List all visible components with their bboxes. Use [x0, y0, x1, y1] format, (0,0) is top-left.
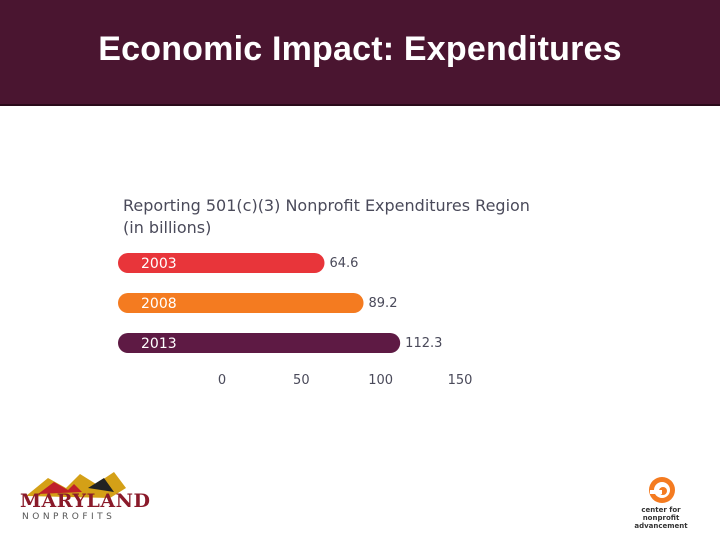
maryland-flag-icon: [26, 472, 126, 498]
bar-2008: [118, 293, 364, 313]
chart-title: Reporting 501(c)(3) Nonprofit Expenditur…: [123, 195, 530, 239]
bar-2013: [118, 333, 401, 353]
chart-title-line-2: (in billions): [123, 218, 212, 237]
x-tick-label-50: 50: [293, 373, 310, 388]
slide-header: Economic Impact: Expenditures: [0, 0, 720, 106]
center-for-nonprofit-advancement-logo: center for nonprofit advancement: [620, 474, 700, 530]
maryland-logo-word: MARYLAND: [20, 490, 151, 512]
x-tick-label-0: 0: [218, 373, 226, 388]
value-label-2008: 89.2: [369, 296, 398, 311]
spiral-icon: [649, 477, 675, 503]
category-label-2003: 2003: [141, 256, 177, 272]
bar-2003: [118, 253, 325, 273]
x-tick-label-150: 150: [448, 373, 473, 388]
value-label-2013: 112.3: [405, 336, 442, 351]
maryland-nonprofits-logo: MARYLAND NONPROFITS: [18, 470, 150, 526]
category-label-2013: 2013: [141, 336, 177, 352]
category-label-2008: 2008: [141, 296, 177, 312]
x-tick-label-100: 100: [368, 373, 393, 388]
chart-title-line-1: Reporting 501(c)(3) Nonprofit Expenditur…: [123, 196, 530, 215]
value-label-2003: 64.6: [329, 256, 358, 271]
maryland-logo-sub: NONPROFITS: [22, 512, 116, 522]
slide-title: Economic Impact: Expenditures: [98, 30, 622, 68]
cna-logo-text: center for nonprofit advancement: [634, 506, 688, 530]
